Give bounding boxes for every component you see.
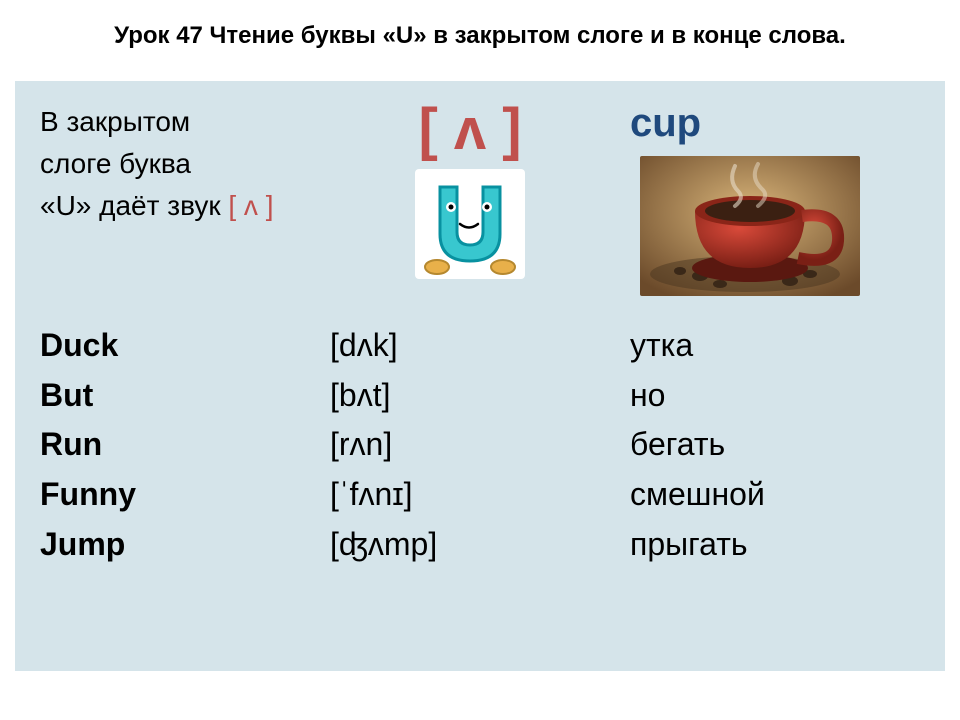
table-row: Duck [dʌk] утка xyxy=(40,321,920,371)
vocab-transcription: [dʌk] xyxy=(330,321,630,371)
vocab-word: Duck xyxy=(40,321,330,371)
example-word: cup xyxy=(630,101,920,146)
page-title: Урок 47 Чтение буквы «U» в закрытом слог… xyxy=(0,0,960,61)
vocab-translation: но xyxy=(630,371,920,421)
intro-line2: слоге буква xyxy=(40,148,191,179)
vocab-table: Duck [dʌk] утка But [bʌt] но Run [rʌn] б… xyxy=(40,321,920,569)
slide-page: Урок 47 Чтение буквы «U» в закрытом слог… xyxy=(0,0,960,720)
vocab-translation: смешной xyxy=(630,470,920,520)
vocab-translation: утка xyxy=(630,321,920,371)
intro-sound: [ ʌ ] xyxy=(228,190,273,221)
vocab-translation: бегать xyxy=(630,420,920,470)
vocab-word: But xyxy=(40,371,330,421)
vocab-transcription: [bʌt] xyxy=(330,371,630,421)
intro-row: В закрытом слоге буква «U» даёт звук [ ʌ… xyxy=(40,101,920,296)
intro-text: В закрытом слоге буква «U» даёт звук [ ʌ… xyxy=(40,101,330,227)
table-row: But [bʌt] но xyxy=(40,371,920,421)
example-cell: cup xyxy=(610,101,920,296)
content-box: В закрытом слоге буква «U» даёт звук [ ʌ… xyxy=(15,81,945,671)
vocab-translation: прыгать xyxy=(630,520,920,570)
vocab-word: Run xyxy=(40,420,330,470)
table-row: Jump [ʤʌmp] прыгать xyxy=(40,520,920,570)
table-row: Funny [ˈfʌnɪ] смешной xyxy=(40,470,920,520)
vocab-transcription: [ʤʌmp] xyxy=(330,520,630,570)
intro-line3-pre: «U» даёт звук xyxy=(40,190,228,221)
vocab-transcription: [rʌn] xyxy=(330,420,630,470)
intro-line1: В закрытом xyxy=(40,106,190,137)
vocab-transcription: [ˈfʌnɪ] xyxy=(330,470,630,520)
big-sound: [ ʌ ] xyxy=(330,101,610,159)
vocab-word: Jump xyxy=(40,520,330,570)
vocab-word: Funny xyxy=(40,470,330,520)
table-row: Run [rʌn] бегать xyxy=(40,420,920,470)
coffee-cup-icon xyxy=(640,156,860,296)
sound-cell: [ ʌ ] xyxy=(330,101,610,279)
letter-u-icon xyxy=(415,169,525,279)
